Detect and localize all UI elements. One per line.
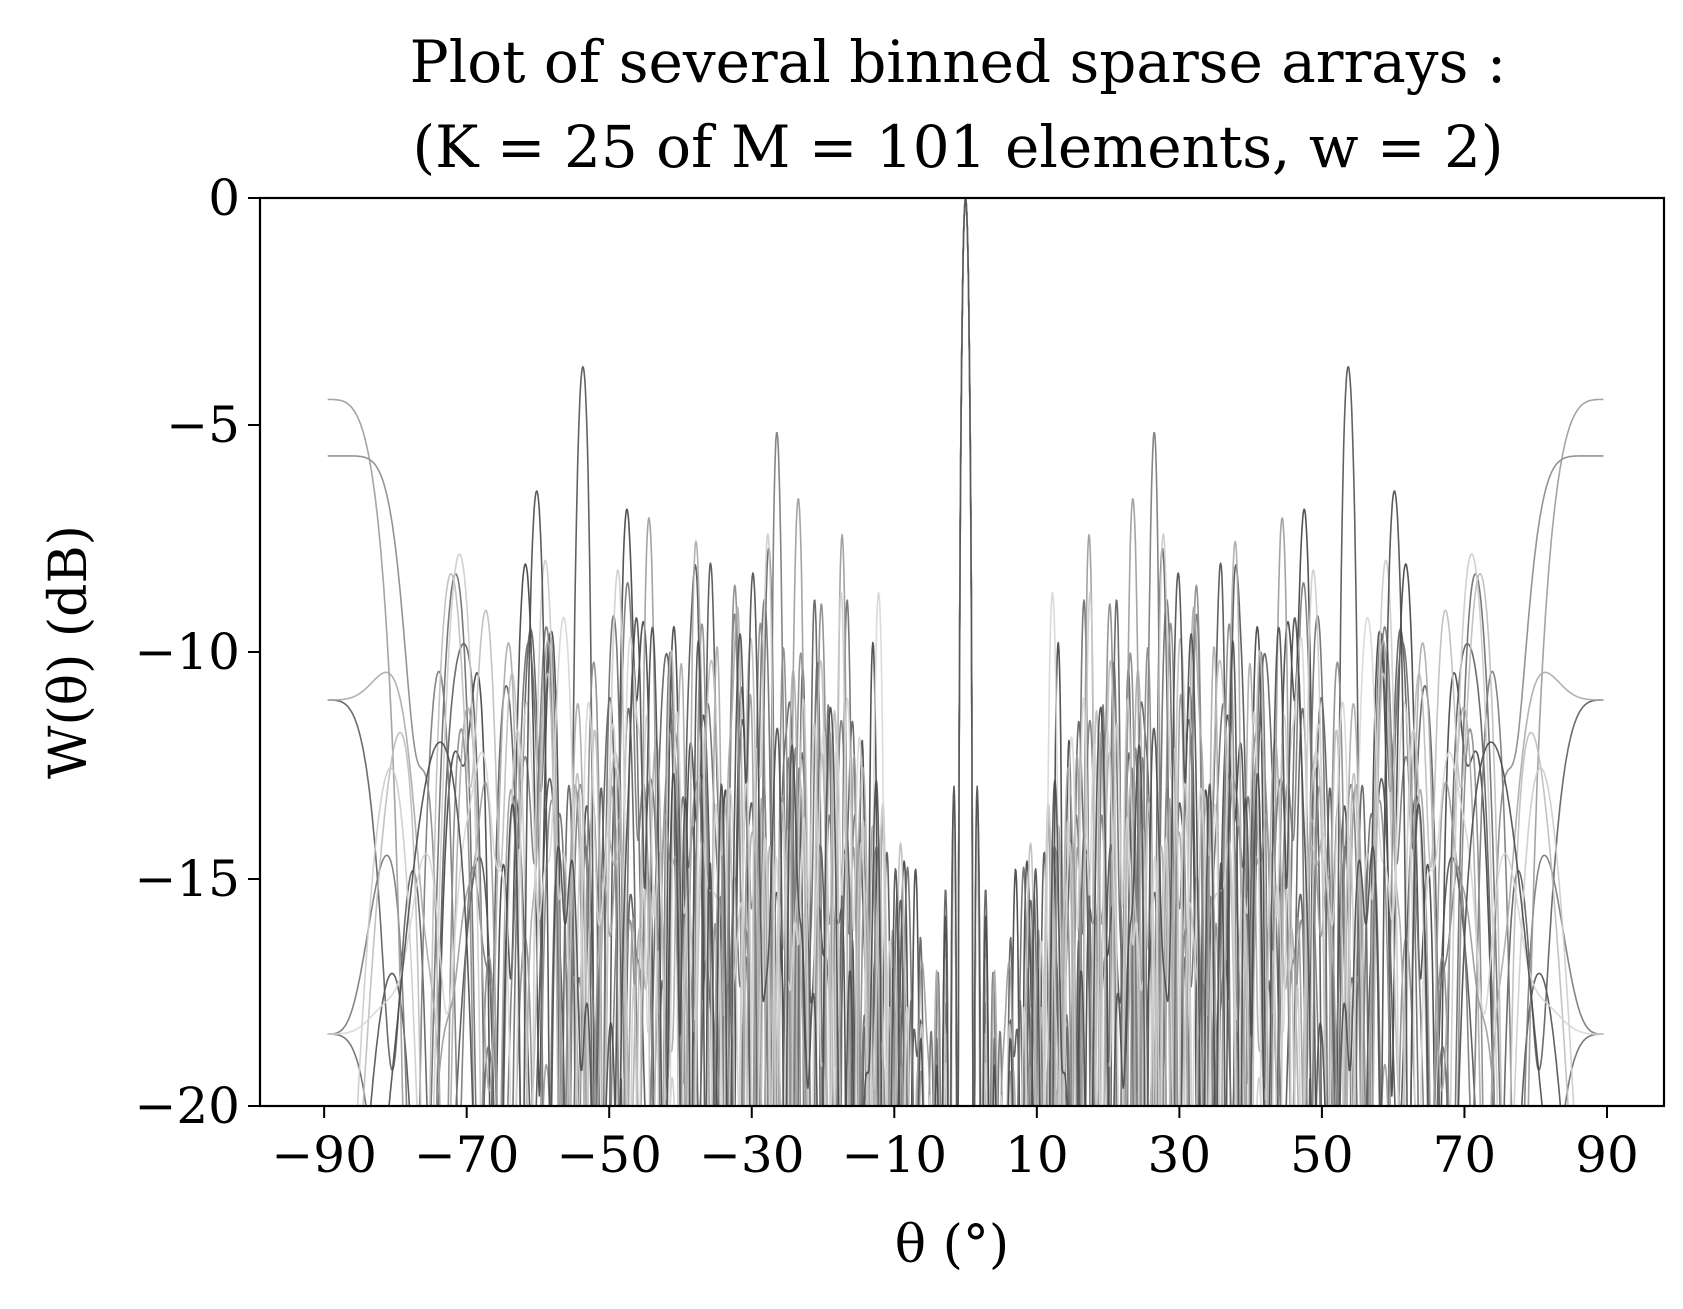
- x-tick-label: −70: [414, 1126, 520, 1184]
- x-axis-ticks: −90 −70 −50 −30 −10 10 30 50 70 90: [271, 1106, 1639, 1184]
- series-line: [356, 198, 1575, 1106]
- x-tick-label: 10: [1005, 1126, 1069, 1184]
- y-tick-label: −15: [134, 850, 240, 908]
- series-line: [327, 198, 1604, 1106]
- y-axis-ticks: 0 −5 −10 −15 −20: [134, 169, 260, 1135]
- chart-title-line2: (K = 25 of M = 101 elements, w = 2): [413, 113, 1504, 181]
- series-line: [437, 198, 1495, 1106]
- x-tick-label: 90: [1575, 1126, 1639, 1184]
- x-tick-label: −30: [699, 1126, 805, 1184]
- chart-title-line1: Plot of several binned sparse arrays :: [410, 28, 1507, 96]
- x-tick-label: 50: [1290, 1126, 1354, 1184]
- x-axis-label: θ (°): [895, 1215, 1009, 1275]
- y-axis-label: W(θ) (dB): [39, 525, 99, 779]
- series-line: [362, 198, 1569, 1106]
- x-tick-label: −90: [271, 1126, 377, 1184]
- x-tick-label: 70: [1433, 1126, 1497, 1184]
- y-tick-label: −5: [166, 396, 240, 454]
- y-tick-label: −10: [134, 623, 240, 681]
- x-tick-label: −50: [556, 1126, 662, 1184]
- y-tick-label: 0: [208, 169, 240, 227]
- series-line: [388, 198, 1543, 1106]
- series-group: [327, 198, 1604, 1106]
- y-tick-label: −20: [134, 1077, 240, 1135]
- series-line: [327, 198, 1604, 1106]
- series-line: [327, 198, 1604, 1106]
- series-line: [327, 198, 1604, 1106]
- x-tick-label: −10: [842, 1126, 948, 1184]
- x-tick-label: 30: [1148, 1126, 1212, 1184]
